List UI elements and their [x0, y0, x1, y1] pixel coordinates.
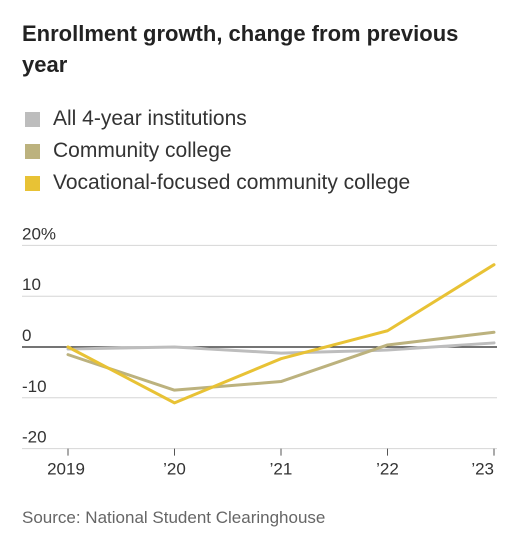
series-line-vocational — [66, 263, 496, 405]
x-tick-label: ’20 — [163, 460, 186, 479]
y-tick-label: 20% — [22, 224, 56, 243]
legend-label-vocational: Vocational-focused community college — [53, 171, 411, 194]
x-tick-label: 2019 — [47, 460, 85, 479]
source-note: Source: National Student Clearinghouse — [22, 508, 326, 527]
legend-item-community-college: Community college — [25, 136, 410, 168]
x-tick-label: ’21 — [270, 460, 293, 479]
legend-swatch-vocational — [25, 176, 40, 191]
x-tick-label: ’23 — [471, 460, 494, 479]
y-tick-label: 0 — [22, 326, 31, 345]
legend-swatch-community-college — [25, 144, 40, 159]
legend-label-community-college: Community college — [53, 139, 232, 162]
x-tick-label: ’22 — [376, 460, 399, 479]
legend-item-4-year: All 4-year institutions — [25, 104, 410, 136]
chart-title: Enrollment growth, change from previous … — [22, 21, 459, 77]
legend-label-4-year: All 4-year institutions — [53, 107, 247, 130]
series-line-community-college — [66, 330, 496, 392]
legend-swatch-4-year — [25, 112, 40, 127]
y-tick-label: 10 — [22, 275, 41, 294]
legend: All 4-year institutions Community colleg… — [25, 104, 410, 200]
series-line-4-year — [66, 341, 496, 355]
legend-item-vocational: Vocational-focused community college — [25, 168, 410, 200]
y-tick-label: -20 — [22, 428, 47, 447]
y-tick-label: -10 — [22, 377, 47, 396]
